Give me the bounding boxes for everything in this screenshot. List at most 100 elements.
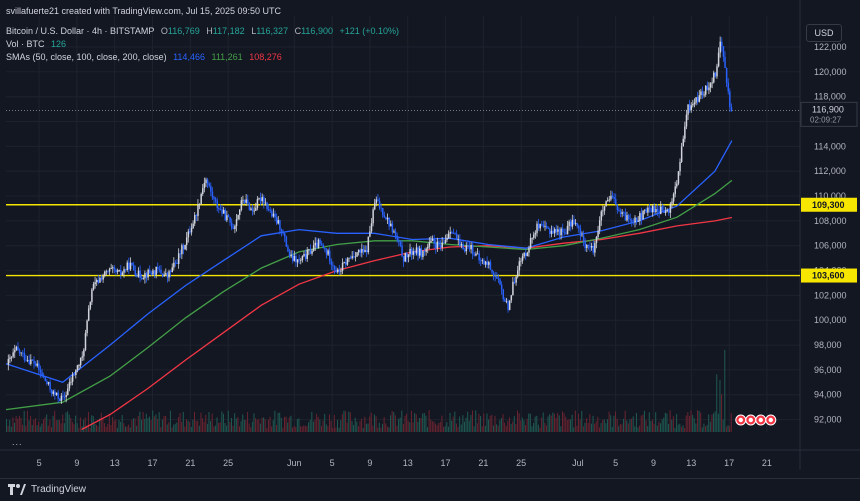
candle-body bbox=[470, 245, 472, 250]
volume-bar bbox=[78, 427, 80, 432]
candle-body bbox=[177, 253, 180, 265]
candle-body bbox=[250, 208, 252, 211]
volume-bar bbox=[533, 423, 535, 432]
volume-bar bbox=[390, 415, 392, 432]
candle-body bbox=[99, 277, 101, 283]
volume-bar bbox=[706, 424, 708, 432]
candle-body bbox=[76, 365, 79, 371]
symbol-title[interactable]: Bitcoin / U.S. Dollar · 4h · BITSTAMP bbox=[6, 26, 155, 36]
candle-body bbox=[406, 252, 408, 258]
candle-body bbox=[126, 262, 129, 270]
candle-body bbox=[730, 106, 733, 112]
candle-body bbox=[370, 223, 373, 232]
currency-button[interactable]: USD bbox=[806, 24, 842, 42]
key-level-label: 109,300 bbox=[812, 200, 845, 210]
volume-bar bbox=[324, 413, 326, 432]
sma200-value: 108,276 bbox=[249, 52, 282, 62]
tradingview-logo[interactable]: TradingView bbox=[8, 484, 86, 495]
candle-body bbox=[275, 217, 278, 224]
volume-bar bbox=[235, 418, 237, 432]
volume-bar bbox=[626, 420, 628, 432]
candle-body bbox=[346, 258, 349, 265]
volume-bar bbox=[394, 415, 396, 432]
candle-body bbox=[536, 223, 538, 233]
candle-body bbox=[606, 200, 609, 202]
candle-body bbox=[610, 195, 612, 200]
volume-bar bbox=[430, 419, 432, 432]
volume-bar bbox=[192, 419, 194, 432]
volume-bar bbox=[563, 413, 565, 432]
volume-bar bbox=[370, 412, 372, 432]
countdown-label: 02:09:27 bbox=[810, 115, 842, 124]
volume-bar bbox=[619, 423, 621, 432]
volume-bar bbox=[259, 423, 261, 432]
volume-bar bbox=[544, 422, 546, 432]
volume-bar bbox=[560, 426, 562, 432]
candle-body bbox=[271, 211, 273, 217]
volume-bar bbox=[418, 417, 420, 432]
volume-bar bbox=[266, 427, 268, 432]
volume-bar bbox=[369, 416, 371, 432]
x-tick-label: 5 bbox=[613, 458, 618, 468]
candle-body bbox=[402, 256, 405, 262]
volume-bar bbox=[169, 410, 171, 432]
candle-body bbox=[83, 349, 85, 357]
volume-bar bbox=[587, 422, 589, 432]
x-tick-label: 17 bbox=[724, 458, 734, 468]
volume-bar bbox=[226, 425, 228, 432]
volume-bar bbox=[455, 423, 457, 432]
more-indicators-dots[interactable]: ... bbox=[12, 437, 23, 447]
volume-bar bbox=[50, 427, 52, 432]
candle-body bbox=[407, 254, 410, 258]
volume-bar bbox=[131, 420, 133, 432]
volume-bar bbox=[239, 426, 241, 432]
volume-bar bbox=[157, 418, 159, 432]
volume-bar bbox=[320, 426, 322, 432]
volume-bar bbox=[452, 416, 454, 432]
volume-label[interactable]: Vol · BTC bbox=[6, 39, 45, 49]
volume-bar bbox=[582, 426, 584, 432]
volume-bar bbox=[206, 423, 208, 432]
volume-bar bbox=[518, 413, 520, 432]
candle-body bbox=[242, 199, 244, 201]
volume-bar bbox=[62, 414, 64, 432]
candle-body bbox=[104, 271, 106, 277]
candle-body bbox=[497, 278, 500, 280]
sma-label[interactable]: SMAs (50, close, 100, close, 200, close) bbox=[6, 52, 167, 62]
volume-bar bbox=[576, 425, 578, 432]
candle-body bbox=[356, 252, 358, 257]
volume-bar bbox=[20, 417, 22, 432]
volume-bar bbox=[118, 419, 120, 432]
volume-bar bbox=[618, 426, 620, 432]
volume-bar bbox=[635, 413, 637, 432]
volume-bar bbox=[489, 415, 491, 432]
volume-bar bbox=[337, 420, 339, 432]
candle-body bbox=[439, 245, 442, 248]
candle-body bbox=[189, 231, 191, 233]
candle-body bbox=[378, 200, 381, 208]
candle-body bbox=[263, 197, 265, 204]
price-chart[interactable]: 92,000 94,000 96,000 98,000 100,000 102,000 10… bbox=[0, 0, 860, 478]
x-tick-label: 21 bbox=[478, 458, 488, 468]
candle-body bbox=[552, 230, 554, 234]
volume-bar bbox=[194, 411, 196, 432]
candle-body bbox=[705, 85, 707, 95]
y-tick-label: 110,000 bbox=[814, 191, 846, 201]
candle-body bbox=[288, 251, 291, 257]
candle-body bbox=[301, 256, 304, 261]
volume-bar bbox=[462, 415, 464, 432]
volume-bar bbox=[168, 422, 170, 432]
volume-bar bbox=[216, 417, 218, 432]
candle-body bbox=[724, 56, 726, 69]
candle-body bbox=[539, 224, 541, 229]
volume-bar bbox=[380, 427, 382, 432]
volume-bar bbox=[598, 427, 600, 432]
volume-bar bbox=[367, 423, 369, 432]
candle-body bbox=[396, 235, 398, 241]
volume-bar bbox=[711, 414, 713, 432]
volume-bar bbox=[258, 419, 260, 432]
volume-bar bbox=[179, 413, 181, 432]
volume-bar bbox=[107, 423, 109, 432]
volume-bar bbox=[663, 417, 665, 432]
volume-bar bbox=[102, 419, 104, 432]
